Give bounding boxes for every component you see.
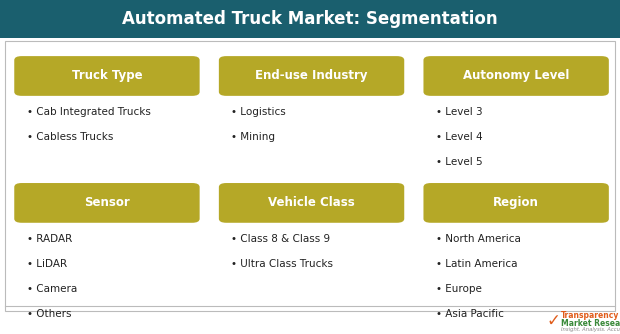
FancyBboxPatch shape [219,183,404,223]
Text: • Level 5: • Level 5 [436,157,482,167]
Text: • Level 4: • Level 4 [436,132,482,142]
Text: • Logistics: • Logistics [231,107,286,117]
Text: • Camera: • Camera [27,284,77,294]
Text: Market Research: Market Research [561,319,620,328]
Text: • Cabless Trucks: • Cabless Trucks [27,132,113,142]
Text: • Latin America: • Latin America [436,259,517,269]
Text: • Others: • Others [27,309,71,319]
Text: • RADAR: • RADAR [27,234,72,244]
FancyBboxPatch shape [0,0,620,38]
Text: • North America: • North America [436,234,521,244]
Text: • Mining: • Mining [231,132,275,142]
Text: Automated Truck Market: Segmentation: Automated Truck Market: Segmentation [122,10,498,28]
Text: • LiDAR: • LiDAR [27,259,67,269]
Text: Region: Region [494,196,539,209]
Text: Sensor: Sensor [84,196,130,209]
Text: Autonomy Level: Autonomy Level [463,69,569,82]
FancyBboxPatch shape [423,183,609,223]
Text: • Ultra Class Trucks: • Ultra Class Trucks [231,259,334,269]
Text: • Class 8 & Class 9: • Class 8 & Class 9 [231,234,330,244]
Text: Insight. Analysis. Accurate Results.: Insight. Analysis. Accurate Results. [561,327,620,332]
Text: • Asia Pacific: • Asia Pacific [436,309,503,319]
Text: Truck Type: Truck Type [72,69,142,82]
Text: Transparency: Transparency [561,311,619,320]
Text: • Europe: • Europe [436,284,482,294]
Text: ✓: ✓ [547,312,560,330]
FancyBboxPatch shape [14,56,200,96]
Text: • Level 3: • Level 3 [436,107,482,117]
Text: • Cab Integrated Trucks: • Cab Integrated Trucks [27,107,151,117]
Text: End-use Industry: End-use Industry [255,69,368,82]
Text: Vehicle Class: Vehicle Class [268,196,355,209]
FancyBboxPatch shape [219,56,404,96]
FancyBboxPatch shape [14,183,200,223]
FancyBboxPatch shape [423,56,609,96]
